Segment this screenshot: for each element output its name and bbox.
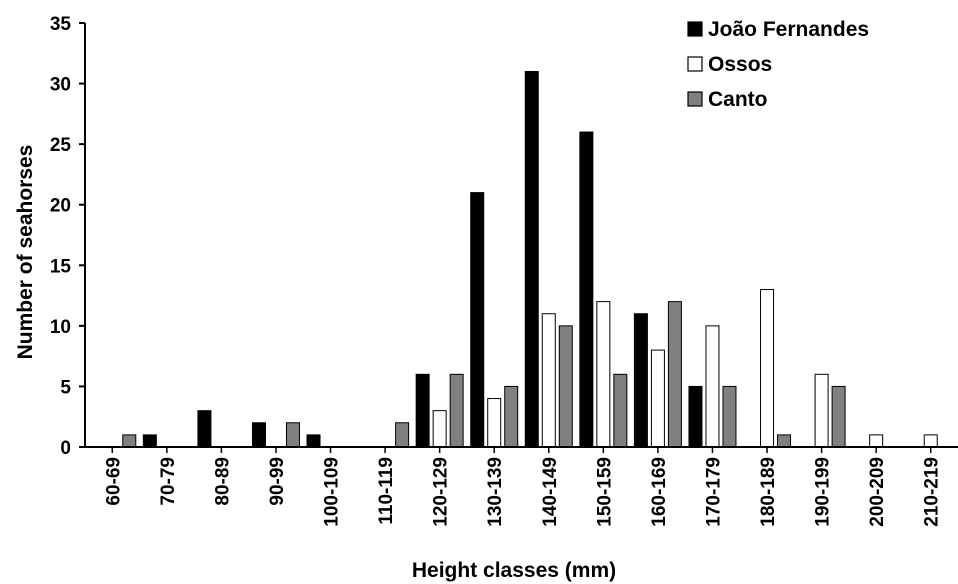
bar-ossos-210-219 [923, 434, 938, 448]
bar-jo-o-fernandes-140-149 [524, 70, 539, 448]
x-tick-label: 100-109 [322, 457, 343, 527]
x-tick-label: 170-179 [703, 457, 724, 527]
y-tick-label: 30 [50, 75, 71, 96]
bar-ossos-150-159 [596, 301, 611, 448]
bar-ossos-170-179 [705, 325, 720, 448]
legend-label: Canto [708, 88, 768, 111]
bar-canto-110-119 [395, 422, 410, 448]
bar-canto-190-199 [831, 385, 846, 448]
bar-jo-o-fernandes-100-109 [306, 434, 321, 448]
bar-canto-160-169 [667, 301, 682, 448]
bar-canto-150-159 [613, 373, 628, 448]
x-tick-label: 190-199 [813, 457, 834, 527]
y-tick-label: 0 [60, 438, 71, 459]
bars [111, 70, 938, 453]
y-tick-label: 35 [50, 14, 72, 35]
bar-ossos-120-129 [432, 410, 447, 448]
y-tick-label: 5 [60, 377, 71, 398]
bar-canto-60-69 [122, 434, 137, 448]
legend: João Fernandes Ossos Canto [687, 18, 869, 111]
x-axis-title: Height classes (mm) [412, 559, 616, 582]
x-tick-label: 180-189 [758, 457, 779, 527]
y-tick-label: 10 [50, 317, 71, 338]
legend-swatch [687, 21, 703, 37]
bar-ossos-160-169 [650, 349, 665, 448]
x-tick-label: 60-69 [103, 457, 124, 506]
y-tick-label: 25 [50, 135, 72, 156]
bar-ossos-180-189 [760, 289, 775, 448]
x-tick-label: 150-159 [594, 457, 615, 527]
bar-ossos-190-199 [814, 373, 829, 448]
x-tick-label: 130-139 [485, 457, 506, 527]
bar-canto-170-179 [722, 385, 737, 448]
bar-canto-120-129 [449, 373, 464, 448]
x-tick-label: 160-169 [649, 457, 670, 527]
y-tick-label: 20 [50, 196, 71, 217]
legend-swatch [687, 56, 703, 72]
y-tick-label: 15 [50, 256, 72, 277]
bar-canto-130-139 [504, 385, 519, 448]
x-tick-label: 200-209 [867, 457, 888, 527]
bar-canto-90-99 [285, 422, 300, 448]
x-tick-label: 120-129 [431, 457, 452, 527]
bar-ossos-140-149 [541, 313, 556, 448]
legend-label: João Fernandes [708, 18, 869, 41]
bar-jo-o-fernandes-80-89 [197, 410, 212, 448]
x-tick-label: 210-219 [922, 457, 943, 527]
bar-jo-o-fernandes-160-169 [633, 313, 648, 448]
bar-ossos-130-139 [487, 398, 502, 448]
bar-canto-140-149 [558, 325, 573, 448]
bar-ossos-200-209 [869, 434, 884, 448]
x-tick-label: 90-99 [267, 457, 288, 506]
legend-label: Ossos [708, 53, 772, 76]
x-axis-tick-labels: 60-69 70-79 80-89 90-99 100-109 110-119 120-12… [103, 457, 942, 527]
bar-jo-o-fernandes-120-129 [415, 373, 430, 448]
bar-jo-o-fernandes-70-79 [142, 434, 157, 448]
bar-jo-o-fernandes-90-99 [251, 422, 266, 448]
bar-jo-o-fernandes-170-179 [688, 385, 703, 448]
y-axis-title: Number of seahorses [14, 145, 37, 360]
x-tick-label: 110-119 [376, 457, 397, 525]
y-axis-ticks: 0 5 10 15 20 25 30 35 [50, 14, 85, 459]
x-tick-label: 80-89 [212, 457, 233, 506]
x-tick-label: 140-149 [540, 457, 561, 527]
x-tick-label: 70-79 [158, 457, 179, 506]
axes [84, 23, 958, 448]
bar-jo-o-fernandes-130-139 [470, 192, 485, 448]
bar-jo-o-fernandes-150-159 [579, 131, 594, 448]
legend-swatch [687, 91, 703, 107]
bar-canto-180-189 [777, 434, 792, 448]
